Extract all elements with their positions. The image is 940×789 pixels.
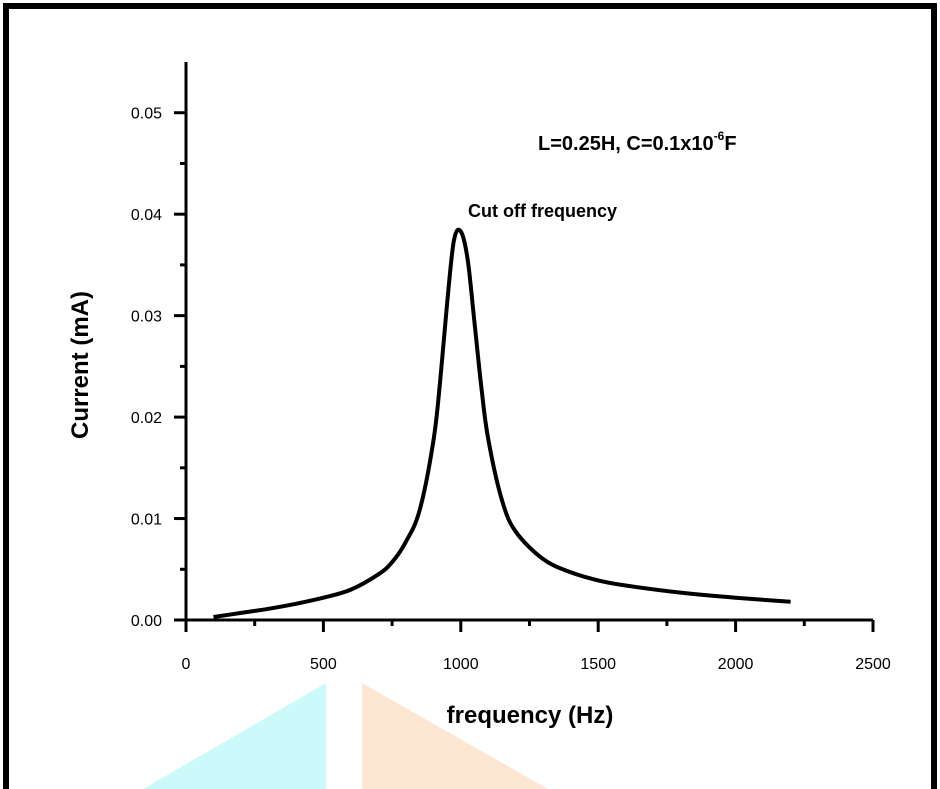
peak-annotation: Cut off frequency (468, 201, 617, 221)
watermark-triangle-right (362, 683, 548, 789)
watermark-triangle-left (143, 683, 326, 789)
x-tick-label: 0 (182, 656, 191, 673)
x-axis-title: frequency (Hz) (447, 702, 614, 729)
y-tick-label: 0.03 (131, 309, 162, 326)
y-tick-label: 0.00 (131, 613, 162, 630)
y-tick-label: 0.01 (131, 512, 162, 529)
x-tick-label: 500 (310, 656, 337, 673)
parameter-annotation: L=0.25H, C=0.1x10-6F (538, 129, 737, 155)
x-tick-label: 2500 (855, 656, 891, 673)
x-tick-label: 1500 (580, 656, 616, 673)
x-tick-label: 2000 (718, 656, 754, 673)
x-tick-label: 1000 (443, 656, 479, 673)
figure-frame (3, 3, 937, 789)
y-tick-label: 0.05 (131, 106, 162, 123)
current-curve (213, 227, 791, 619)
y-tick-label: 0.04 (131, 207, 162, 224)
parameter-exponent: -6 (714, 129, 725, 143)
parameter-unit: F (724, 133, 736, 155)
y-tick-label: 0.02 (131, 410, 162, 427)
y-axis-title: Current (mA) (67, 291, 94, 439)
parameter-main: L=0.25H, C=0.1x10 (538, 133, 714, 155)
plot-area: 0.00 0.01 0.02 0.03 0.04 0.05 0 500 1000 1500 2000… (131, 62, 891, 673)
